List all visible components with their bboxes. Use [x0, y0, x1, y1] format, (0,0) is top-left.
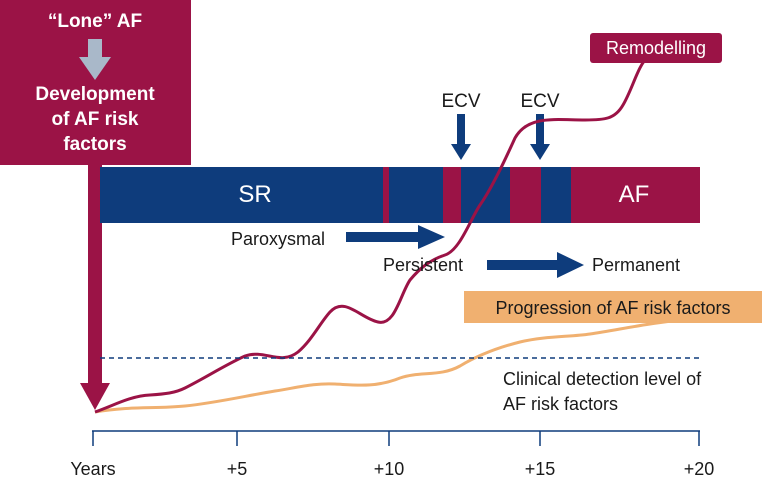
axis-label-15: +15 [525, 459, 556, 478]
ecv-label-2: ECV [520, 91, 559, 112]
rhythm-bar [100, 167, 700, 223]
axis-label-20: +20 [684, 459, 715, 478]
clinical-detection-label-line1: Clinical detection level of [503, 369, 702, 389]
clinical-detection-label-line2: AF risk factors [503, 394, 618, 414]
down-arrow-icon [79, 39, 111, 80]
paroxysmal-arrow-icon [346, 225, 445, 249]
development-label-line1: Development [35, 84, 155, 105]
paroxysmal-label: Paroxysmal [231, 229, 325, 249]
ecv-arrow-2-icon [530, 114, 550, 160]
progression-label: Progression of AF risk factors [495, 298, 730, 318]
remodelling-label: Remodelling [606, 38, 706, 58]
remodelling-box [590, 33, 722, 63]
axis-label-10: +10 [374, 459, 405, 478]
time-axis [92, 430, 700, 446]
axis-label-5: +5 [227, 459, 248, 478]
persistent-label: Persistent [383, 255, 463, 275]
sr-label: SR [238, 181, 271, 208]
crimson-down-arrow [80, 160, 110, 410]
ecv-label-1: ECV [441, 91, 480, 112]
development-label-line3: factors [63, 134, 126, 155]
risk-factor-progression-curve [94, 318, 681, 414]
lone-af-box [0, 0, 191, 165]
persistent-arrow-icon [487, 252, 584, 278]
ecv-arrow-1-icon [451, 114, 471, 160]
af-burden-curve [94, 55, 650, 414]
af-label: AF [619, 181, 650, 208]
progression-box [464, 291, 762, 323]
permanent-label: Permanent [592, 255, 680, 275]
lone-af-label: “Lone” AF [48, 11, 142, 32]
axis-label-years: Years [70, 459, 115, 478]
development-label-line2: of AF risk [52, 109, 139, 130]
